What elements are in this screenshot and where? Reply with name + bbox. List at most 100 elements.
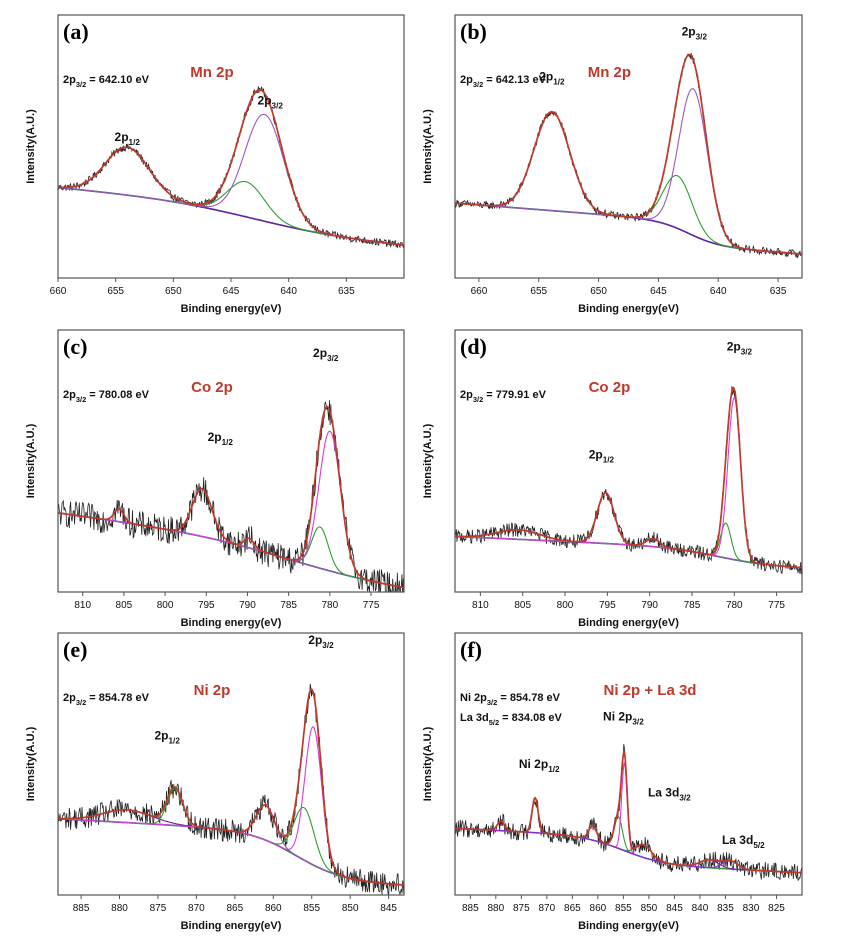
peak-label: 2p1/2	[208, 430, 234, 447]
x-tick-label: 810	[74, 600, 91, 611]
x-tick-label: 805	[514, 600, 531, 611]
binding-energy-note: 2p3/2 = 780.08 eV	[63, 389, 150, 404]
y-axis-label: Intensity(A.U.)	[25, 109, 37, 184]
plot-area	[58, 86, 404, 249]
x-tick-label: 830	[743, 903, 760, 914]
peak-label-main: 2p	[682, 25, 696, 39]
peak-label: Ni 2p1/2	[519, 757, 560, 774]
panel-c: 810 805 800 795 790 785 780 775 Binding energy(e…	[25, 329, 405, 629]
binding-energy-note: 2p3/2 = 642.10 eV	[63, 74, 150, 89]
peak-label: 2p3/2	[258, 93, 284, 110]
peak-label-main: 2p	[589, 448, 603, 462]
fit-peak-line	[58, 113, 404, 246]
x-tick-label: 655	[107, 286, 124, 297]
envelope-fit-line	[455, 386, 802, 569]
x-tick-label: 880	[111, 903, 128, 914]
x-axis-label: Binding energy(eV)	[181, 920, 282, 932]
y-axis-label: Intensity(A.U.)	[25, 423, 37, 498]
panel-label: (f)	[460, 637, 482, 662]
raw-spectrum-line	[58, 683, 404, 895]
background-line	[58, 186, 404, 246]
x-tick-label: 865	[227, 903, 244, 914]
peak-label-main: 2p	[155, 728, 169, 742]
binding-energy-note-sub: 3/2	[76, 80, 86, 89]
fit-peak-line	[58, 430, 404, 589]
panel-b: 660 655 650 645 640 635 Binding energy(eV) Inte…	[422, 14, 803, 315]
binding-energy-note-sub: 3/2	[473, 395, 483, 404]
x-tick-label: 780	[726, 600, 743, 611]
x-tick-label: 795	[599, 600, 616, 611]
peak-label: 2p3/2	[313, 346, 339, 363]
background-line	[455, 202, 802, 255]
peak-label-sub: 1/2	[129, 138, 141, 147]
x-tick-label: 885	[73, 903, 90, 914]
fit-peak-line	[455, 88, 802, 255]
element-title: Mn 2p	[588, 64, 631, 81]
peak-label: 2p3/2	[682, 25, 708, 42]
x-tick-label: 850	[641, 903, 658, 914]
plot-frame	[57, 329, 405, 593]
x-tick-label: 660	[50, 286, 67, 297]
x-tick-label: 885	[462, 903, 479, 914]
peak-label-sub: 3/2	[632, 717, 644, 726]
binding-energy-note-sub: 5/2	[489, 718, 499, 727]
x-tick-label: 655	[530, 286, 547, 297]
x-tick-label: 880	[487, 903, 504, 914]
x-tick-label: 875	[513, 903, 530, 914]
binding-energy-note-main: 2p	[63, 74, 76, 86]
binding-energy-note-value: = 642.10 eV	[86, 74, 149, 86]
panel-f: 885 880 875 870 865 860 855 850 845 840 835 830 825 B…	[422, 632, 803, 932]
peak-label: 2p1/2	[155, 728, 181, 745]
peak-label-main: 2p	[313, 346, 327, 360]
element-title: Ni 2p	[194, 682, 231, 699]
peak-label: 2p3/2	[727, 340, 753, 357]
binding-energy-note-value: = 834.08 eV	[499, 712, 562, 724]
envelope-fit-line	[58, 688, 404, 886]
x-tick-label: 875	[150, 903, 167, 914]
plot-frame	[454, 329, 803, 593]
binding-energy-note-main: Ni 2p	[460, 692, 487, 704]
binding-energy-note-value: = 854.78 eV	[86, 692, 149, 704]
x-tick-label: 645	[223, 286, 240, 297]
element-title: Co 2p	[589, 379, 631, 396]
x-tick-label: 780	[322, 600, 339, 611]
panel-a: 660 655 650 645 640 635 Binding energy(eV) Inte…	[25, 14, 405, 315]
x-tick-label: 635	[338, 286, 355, 297]
raw-spectrum-line	[58, 400, 404, 592]
panel-label: (a)	[63, 19, 89, 44]
binding-energy-note-sub: 3/2	[487, 698, 497, 707]
peak-label-main: 2p	[727, 340, 741, 354]
binding-energy-note-value: = 642.13 eV	[483, 74, 546, 86]
panel-label: (e)	[63, 637, 87, 662]
peak-label-main: 2p	[115, 130, 129, 144]
x-tick-label: 640	[280, 286, 297, 297]
x-tick-label: 865	[564, 903, 581, 914]
x-tick-label: 810	[472, 600, 489, 611]
panel-label: (b)	[460, 19, 487, 44]
raw-spectrum-line	[455, 386, 802, 575]
panel-label: (d)	[460, 334, 487, 359]
peak-label-sub: 3/2	[679, 794, 691, 803]
x-tick-label: 775	[363, 600, 380, 611]
x-tick-label: 795	[198, 600, 215, 611]
x-tick-label: 800	[157, 600, 174, 611]
binding-energy-note-value: = 780.08 eV	[86, 389, 149, 401]
x-tick-label: 870	[539, 903, 556, 914]
plot-frame	[454, 632, 803, 896]
x-tick-label: 855	[615, 903, 632, 914]
envelope-fit-line	[455, 53, 802, 255]
plot-frame	[57, 632, 405, 896]
binding-energy-note-main: 2p	[63, 389, 76, 401]
binding-energy-note-main: La 3d	[460, 712, 489, 724]
x-tick-label: 650	[590, 286, 607, 297]
x-tick-label: 660	[471, 286, 488, 297]
fit-peak-line	[58, 488, 404, 589]
peak-label-main: Ni 2p	[519, 757, 548, 771]
peak-label: La 3d3/2	[648, 786, 691, 803]
peak-label-main: 2p	[208, 430, 222, 444]
fit-peak-line	[58, 788, 404, 886]
peak-label-sub: 3/2	[327, 354, 339, 363]
peak-label-main: La 3d	[648, 786, 679, 800]
peak-label-sub: 3/2	[272, 101, 284, 110]
peak-label: Ni 2p3/2	[603, 709, 644, 726]
